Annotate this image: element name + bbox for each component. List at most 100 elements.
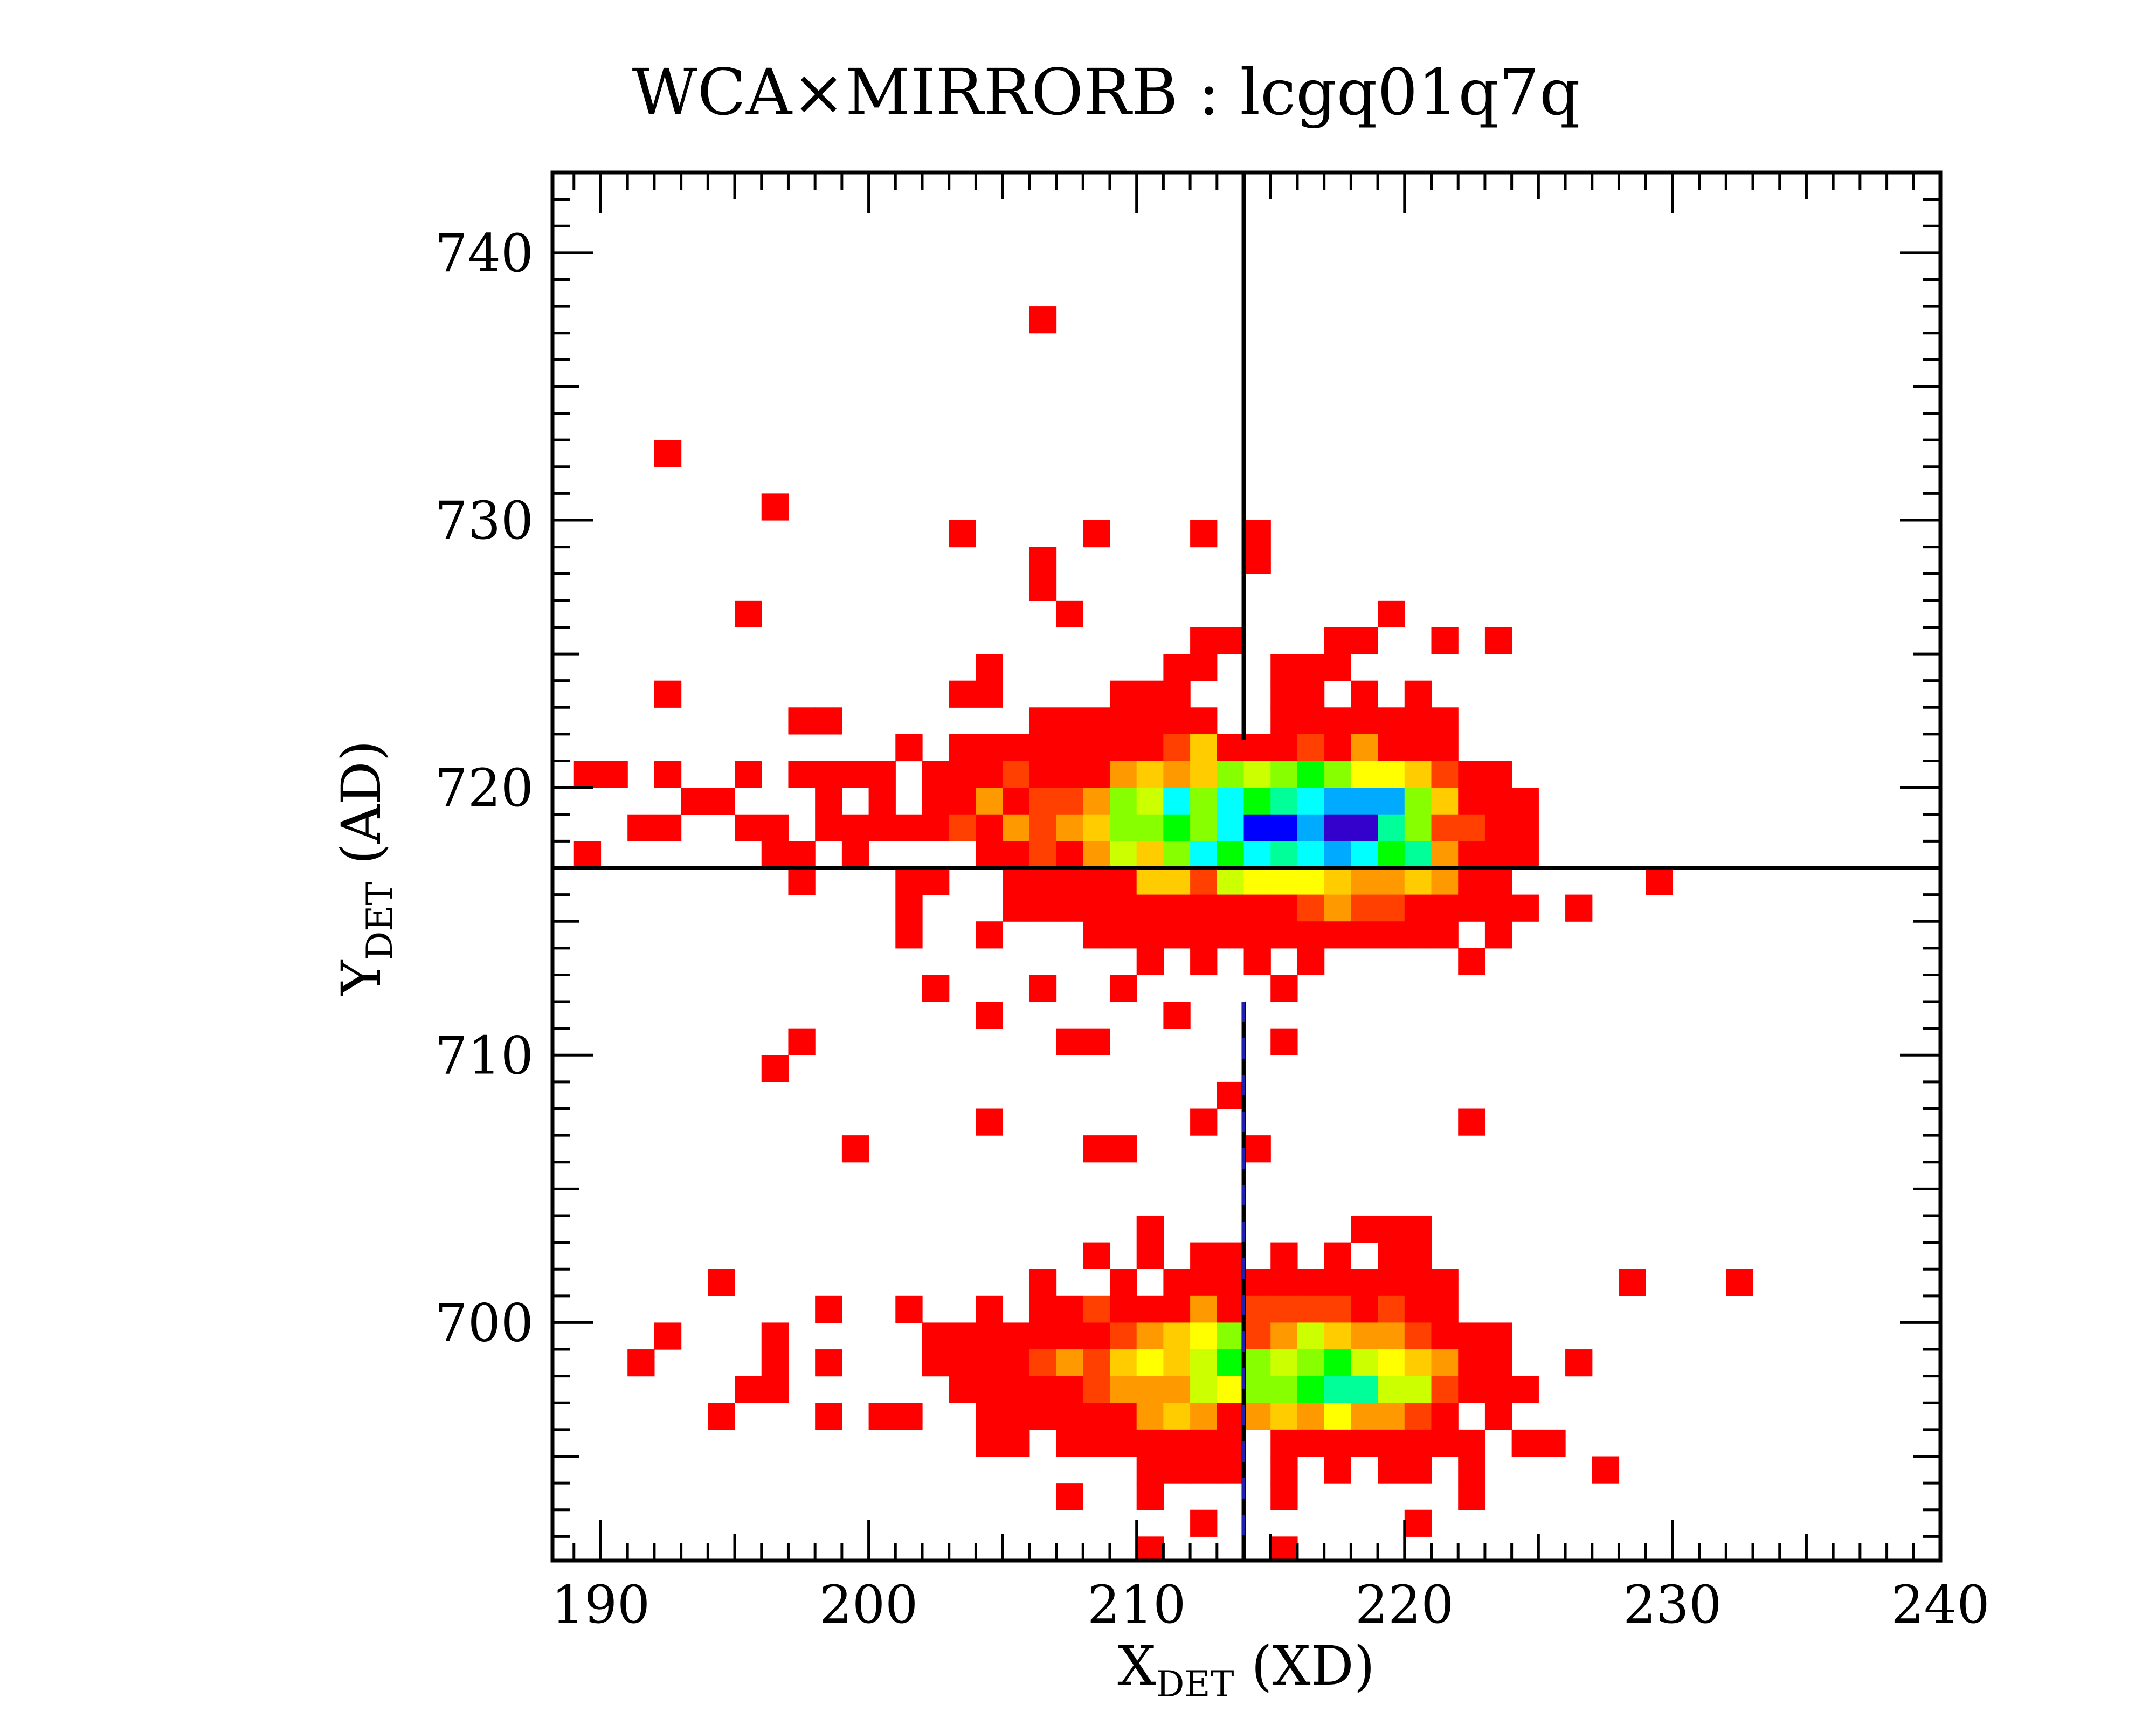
heatmap-cell: [1270, 1028, 1298, 1055]
heatmap-cell: [1324, 788, 1351, 815]
heatmap-cell: [922, 788, 950, 815]
heatmap-cell: [1109, 680, 1137, 708]
heatmap-cell: [1351, 1269, 1378, 1296]
heatmap-cell: [1109, 1429, 1137, 1457]
heatmap-cell: [922, 761, 950, 788]
heatmap-cell: [1083, 520, 1110, 548]
heatmap-cell: [1163, 1403, 1191, 1430]
heatmap-cell: [1083, 1349, 1110, 1377]
heatmap-cell: [1404, 814, 1432, 841]
heatmap-cell: [1136, 734, 1164, 762]
heatmap-cell: [1324, 734, 1351, 762]
heatmap-cell: [1351, 1403, 1378, 1430]
heatmap-cell: [1003, 1322, 1030, 1350]
heatmap-cell: [1083, 1295, 1110, 1323]
heatmap-cell: [1029, 1349, 1057, 1377]
heatmap-cell: [1003, 814, 1030, 841]
heatmap-cell: [1270, 921, 1298, 949]
heatmap-cell: [735, 814, 762, 841]
heatmap-cell: [1163, 788, 1191, 815]
heatmap-cell: [1190, 921, 1218, 949]
heatmap-cell: [1378, 1429, 1405, 1457]
heatmap-cell: [1351, 1295, 1378, 1323]
heatmap-cell: [976, 734, 1003, 762]
x-tick-label: 200: [819, 1575, 918, 1635]
heatmap-cell: [1003, 841, 1030, 868]
heatmap-cell: [1243, 1403, 1271, 1430]
heatmap-cell: [1484, 921, 1512, 949]
heatmap-cell: [815, 761, 842, 788]
heatmap-cell: [573, 841, 602, 868]
y-axis-label: YDET (AD): [330, 740, 400, 996]
y-axis-label-rest: (AD): [330, 740, 393, 881]
heatmap-cell: [1190, 948, 1218, 976]
heatmap-cell: [1726, 1269, 1753, 1296]
heatmap-cell: [1056, 1295, 1083, 1323]
heatmap-cell: [761, 1322, 789, 1350]
heatmap-cell: [1243, 1135, 1271, 1163]
heatmap-cell: [1217, 894, 1245, 922]
heatmap-cell: [1056, 894, 1083, 922]
heatmap-cell: [976, 1376, 1003, 1403]
heatmap-cell: [1109, 921, 1137, 949]
heatmap-cell: [1351, 867, 1378, 895]
heatmap-cell: [815, 707, 842, 735]
heatmap-cell: [1056, 734, 1083, 762]
heatmap-cell: [600, 761, 628, 788]
heatmap-cell: [1217, 814, 1245, 841]
heatmap-cell: [1056, 1483, 1083, 1510]
heatmap-cell: [1458, 1108, 1485, 1136]
y-tick-label: 730: [435, 491, 534, 551]
heatmap-cell: [1297, 1295, 1325, 1323]
heatmap-cell: [654, 1322, 682, 1350]
heatmap-cell: [1109, 761, 1137, 788]
heatmap-cell: [1484, 1403, 1512, 1430]
heatmap-cell: [1109, 867, 1137, 895]
heatmap-cell: [1484, 894, 1512, 922]
heatmap-cell: [1458, 1376, 1485, 1403]
heatmap-cell: [1484, 841, 1512, 868]
heatmap-cell: [1297, 788, 1325, 815]
heatmap-cell: [1083, 841, 1110, 868]
heatmap-cell: [1270, 841, 1298, 868]
heatmap-cell: [841, 841, 869, 868]
heatmap-cell: [1190, 654, 1218, 681]
heatmap-cell: [1190, 1403, 1218, 1430]
heatmap-cell: [1243, 734, 1271, 762]
heatmap-cell: [976, 921, 1003, 949]
heatmap-cell: [1029, 306, 1057, 334]
heatmap-cell: [1324, 814, 1351, 841]
heatmap-cell: [1136, 894, 1164, 922]
heatmap-cell: [1190, 1429, 1218, 1457]
heatmap-cell: [976, 1322, 1003, 1350]
heatmap-cell: [1324, 1295, 1351, 1323]
heatmap-cell: [1190, 1242, 1218, 1269]
heatmap-cell: [1351, 1376, 1378, 1403]
heatmap-cell: [1003, 734, 1030, 762]
heatmap-cell: [1378, 734, 1405, 762]
heatmap-cell: [868, 788, 896, 815]
heatmap-cell: [654, 814, 682, 841]
heatmap-cell: [761, 1376, 789, 1403]
heatmap-cell: [1404, 788, 1432, 815]
heatmap-cell: [1109, 1269, 1137, 1296]
heatmap-cell: [1217, 1081, 1245, 1109]
heatmap-cell: [949, 788, 977, 815]
heatmap-cell: [1190, 1295, 1218, 1323]
heatmap-cell: [1136, 1242, 1164, 1269]
heatmap-cell: [1243, 547, 1271, 574]
heatmap-cell: [1190, 1456, 1218, 1484]
heatmap-cell: [1324, 894, 1351, 922]
heatmap-cell: [976, 761, 1003, 788]
heatmap-cell: [1270, 867, 1298, 895]
heatmap-cell: [1136, 1215, 1164, 1243]
heatmap-cell: [1109, 707, 1137, 735]
heatmap-cell: [1003, 1403, 1030, 1430]
heatmap-cell: [1324, 1349, 1351, 1377]
heatmap-cell: [1029, 761, 1057, 788]
heatmap-cell: [922, 975, 950, 1002]
heatmap-cell: [1217, 1322, 1245, 1350]
heatmap-cell: [1431, 1295, 1459, 1323]
heatmap-cell: [1431, 1403, 1459, 1430]
heatmap-cell: [1511, 1376, 1539, 1403]
